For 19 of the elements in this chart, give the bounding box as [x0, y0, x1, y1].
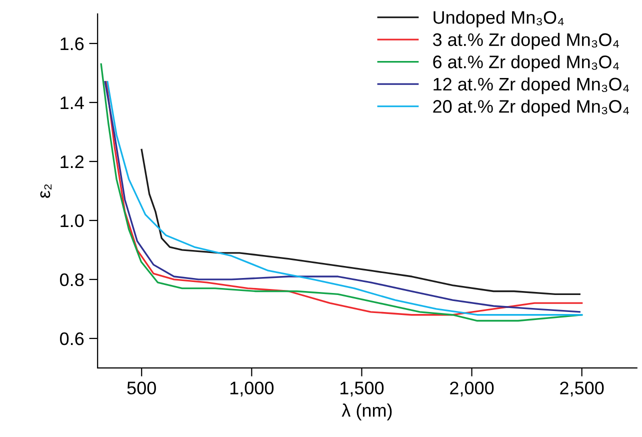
x-tick-label: 1,000: [230, 382, 274, 397]
x-tick-label: 500: [127, 382, 156, 394]
y-tick-label: 1.6: [60, 37, 84, 50]
legend-label: 12 at.% Zr doped Mn₃O₄: [434, 77, 629, 94]
legend-label: 3 at.% Zr doped Mn₃O₄: [432, 32, 619, 50]
y-tick-label: 1.0: [60, 214, 84, 228]
x-axis-title: λ (nm): [342, 404, 392, 420]
legend-label: 20 at.% Zr doped Mn₃O₄: [433, 100, 629, 116]
y-tick-label: 1.4: [60, 96, 84, 110]
y-tick-label: 0.6: [60, 332, 84, 346]
y-axis-title: ε₂: [40, 184, 52, 198]
y-tick-label: 1.2: [60, 155, 84, 168]
x-tick-label: 2,500: [560, 382, 604, 397]
x-tick-label: 2,000: [450, 382, 494, 397]
x-tick-label: 1,500: [340, 382, 384, 397]
y-tick-label: 0.8: [60, 273, 84, 286]
legend-label: 6 at.% Zr doped Mn₃O₄: [433, 55, 619, 72]
legend-label: Undoped Mn₃O₄: [434, 10, 564, 28]
line-series: [140, 148, 580, 296]
